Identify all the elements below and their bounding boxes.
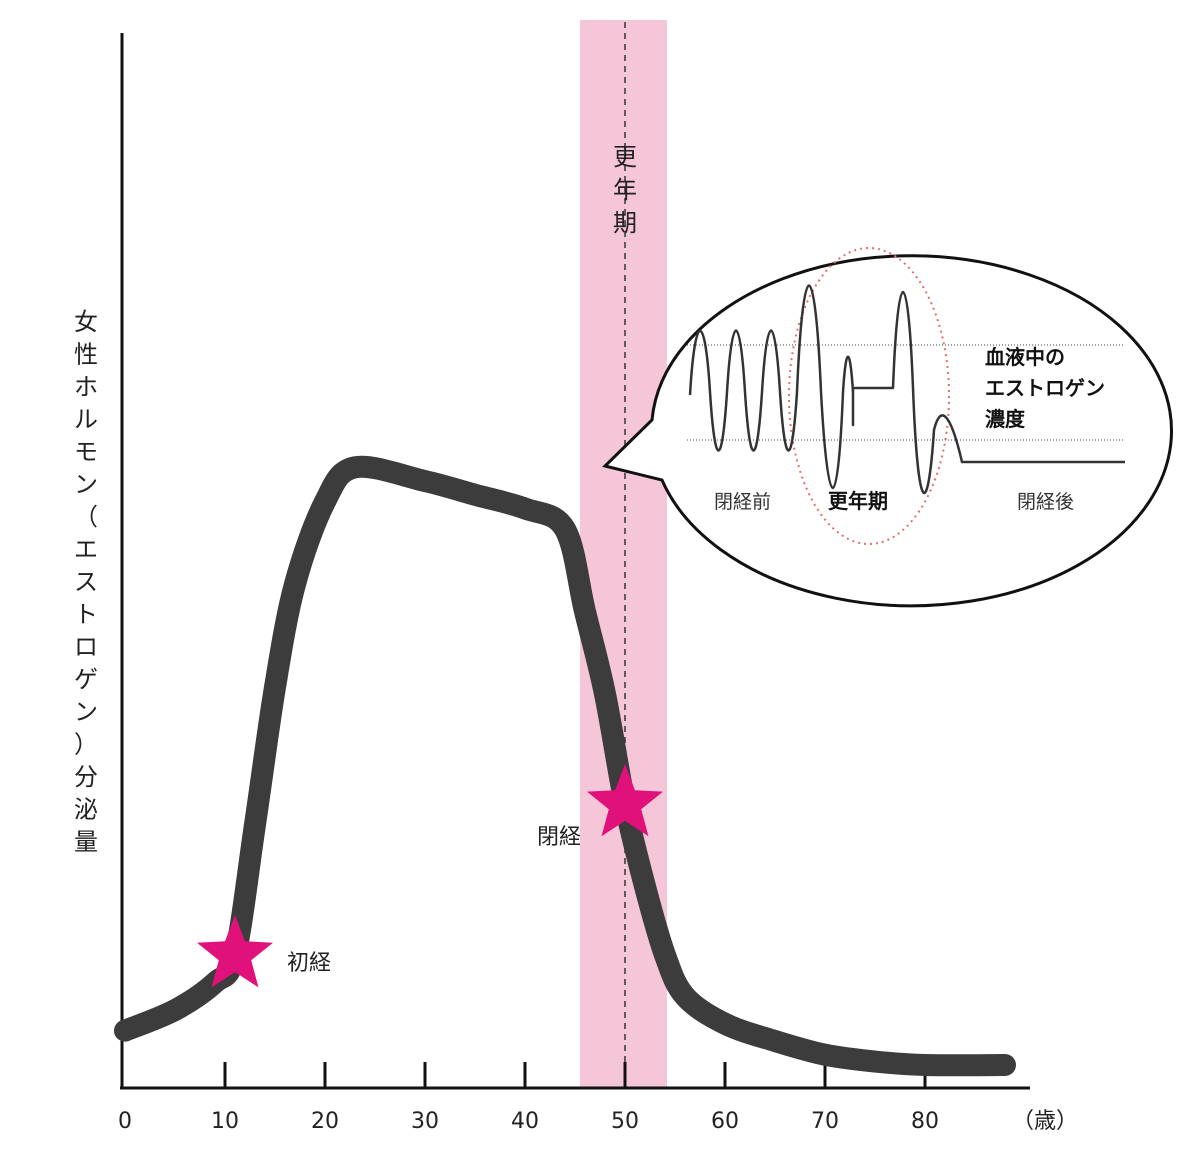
svg-text:濃度: 濃度 xyxy=(985,407,1026,431)
x-tick-label: 50 xyxy=(611,1109,639,1134)
menopause-band-label: 更年期 xyxy=(613,143,637,237)
callout-bubble xyxy=(602,254,1173,608)
x-tick-label: 30 xyxy=(411,1109,439,1134)
x-ticks: 0 10 20 30 40 50 60 70 80 xyxy=(118,1062,939,1134)
inset-phase-premenopause: 閉経前 xyxy=(714,491,771,513)
x-tick-label: 80 xyxy=(911,1109,939,1134)
x-tick-label: 20 xyxy=(311,1109,339,1134)
svg-text:エストロゲン: エストロゲン xyxy=(985,376,1105,400)
x-tick-label: 70 xyxy=(811,1109,839,1134)
svg-text:更年期: 更年期 xyxy=(613,143,637,237)
estrogen-curve xyxy=(114,455,1016,1077)
markers: 初経 閉経 xyxy=(197,763,663,988)
svg-text:女性ホルモン（エストロゲン）分泌量: 女性ホルモン（エストロゲン）分泌量 xyxy=(74,308,98,856)
svg-text:血液中の: 血液中の xyxy=(985,345,1065,369)
x-tick-label: 60 xyxy=(711,1109,739,1134)
inset-wave xyxy=(688,284,1125,495)
x-tick-label: 0 xyxy=(118,1109,132,1134)
inset-callout: 血液中の エストロゲン 濃度 閉経前 更年期 閉経後 xyxy=(602,247,1173,608)
marker-star xyxy=(197,915,273,988)
inset-phase-menopause: 更年期 xyxy=(828,489,888,513)
inset-title: 血液中の エストロゲン 濃度 xyxy=(985,345,1105,431)
inset-phase-postmenopause: 閉経後 xyxy=(1017,491,1074,513)
menopause-ellipse xyxy=(788,247,950,545)
marker-label: 初経 xyxy=(287,951,331,976)
x-tick-label: 40 xyxy=(511,1109,539,1134)
marker-label: 閉経 xyxy=(537,825,581,850)
x-tick-label: 10 xyxy=(211,1109,239,1134)
y-axis-label: 女性ホルモン（エストロゲン）分泌量 xyxy=(74,308,98,856)
x-axis-unit: （歳） xyxy=(1012,1109,1078,1134)
marker-star xyxy=(587,763,663,837)
